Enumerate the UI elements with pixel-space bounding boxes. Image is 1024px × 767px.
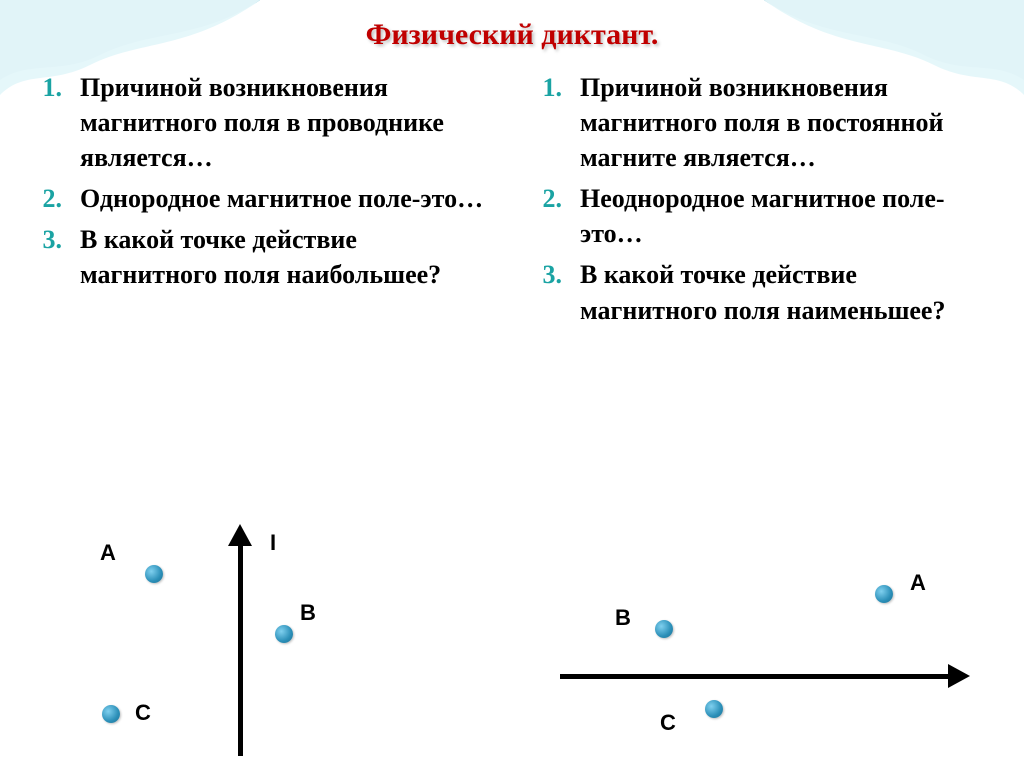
list-item: 2. Неоднородное магнитное поле-это… [530,181,1000,251]
list-item: 1. Причиной возникновения магнитного пол… [30,70,500,175]
item-number: 2. [30,181,80,216]
item-text: Однородное магнитное поле-это… [80,181,483,216]
point-label-b: В [300,600,316,626]
list-item: 2. Однородное магнитное поле-это… [30,181,500,216]
left-column: 1. Причиной возникновения магнитного пол… [30,70,500,299]
point-dot-c [102,705,120,723]
point-label-a: А [910,570,926,596]
point-dot-a [875,585,893,603]
current-label: I [270,530,276,556]
point-label-c: С [135,700,151,726]
point-label-b: В [615,605,631,631]
item-number: 3. [530,257,580,327]
point-label-c: С [660,710,676,736]
point-dot-a [145,565,163,583]
list-item: 1. Причиной возникновения магнитного пол… [530,70,1000,175]
item-number: 1. [30,70,80,175]
current-arrow-head [228,524,252,546]
slide-title: Физический диктант. [0,18,1024,52]
list-item: 3. В какой точке действие магнитного пол… [30,222,500,292]
item-text: Причиной возникновения магнитного поля в… [80,70,500,175]
item-text: Неоднородное магнитное поле-это… [580,181,1000,251]
current-arrow-shaft [560,674,950,679]
item-text: В какой точке действие магнитного поля н… [80,222,500,292]
right-column: 1. Причиной возникновения магнитного пол… [530,70,1000,334]
current-arrow-shaft [238,544,243,756]
point-label-a: А [100,540,116,566]
item-text: Причиной возникновения магнитного поля в… [580,70,1000,175]
left-diagram: I А В С [60,530,360,760]
item-number: 2. [530,181,580,251]
point-dot-c [705,700,723,718]
point-dot-b [655,620,673,638]
item-text: В какой точке действие магнитного поля н… [580,257,1000,327]
current-arrow-head [948,664,970,688]
right-diagram: А В С [540,550,980,740]
list-item: 3. В какой точке действие магнитного пол… [530,257,1000,327]
item-number: 3. [30,222,80,292]
point-dot-b [275,625,293,643]
item-number: 1. [530,70,580,175]
